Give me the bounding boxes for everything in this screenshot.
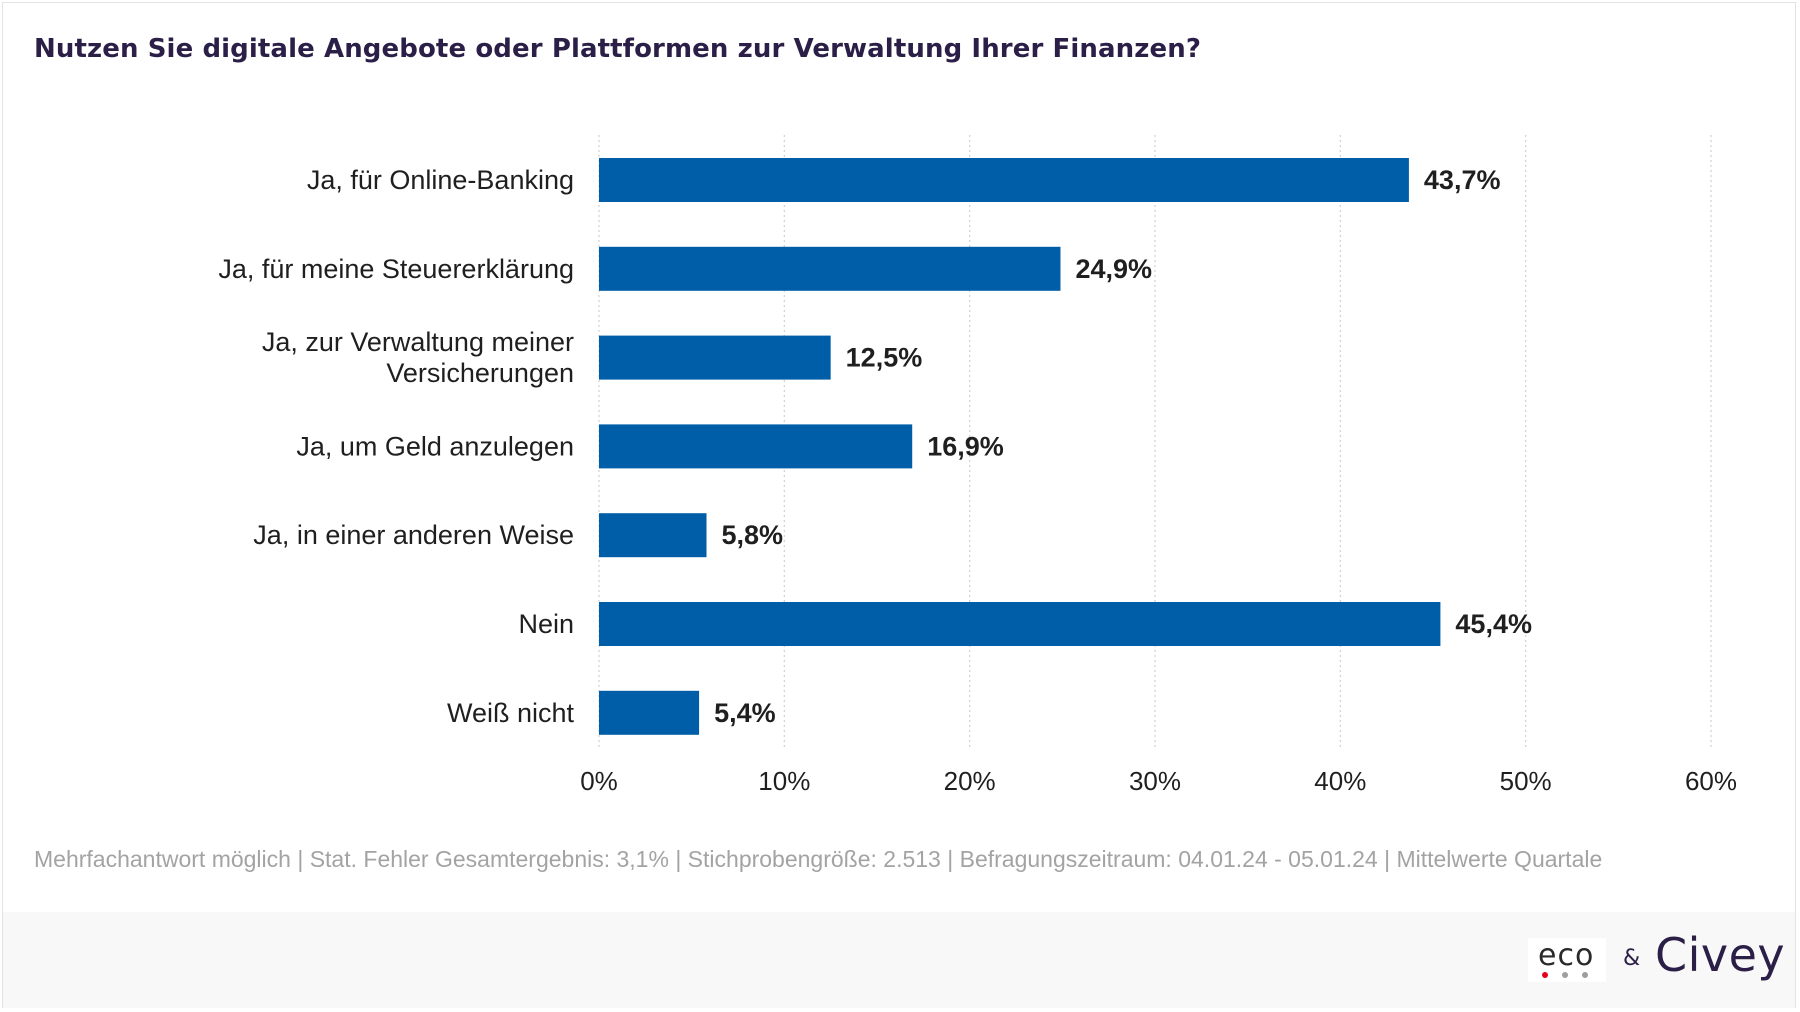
x-tick-label: 50% [1500, 766, 1552, 796]
x-tick-label: 60% [1685, 766, 1737, 796]
civey-logo: Civey [1655, 928, 1786, 982]
category-label: Nein [518, 609, 574, 639]
category-label: Ja, für meine Steuererklärung [218, 254, 574, 284]
bar [599, 246, 1061, 291]
bar [599, 335, 831, 380]
x-tick-label: 20% [944, 766, 996, 796]
x-tick-label: 0% [580, 766, 618, 796]
value-label: 24,9% [1075, 254, 1152, 284]
eco-logo-text: eco [1538, 938, 1595, 973]
bar [599, 690, 700, 735]
eco-logo-dot-grey [1562, 972, 1568, 978]
x-tick-label: 10% [758, 766, 810, 796]
category-label: Ja, in einer anderen Weise [253, 520, 574, 550]
value-label: 5,4% [714, 698, 776, 728]
value-label: 16,9% [927, 431, 1004, 461]
bar [599, 158, 1409, 202]
chart-title: Nutzen Sie digitale Angebote oder Plattf… [34, 34, 1202, 64]
category-label: Ja, für Online-Banking [307, 165, 574, 195]
ampersand: & [1623, 946, 1641, 971]
category-label: Versicherungen [386, 358, 574, 388]
bar [599, 513, 707, 558]
value-label: 12,5% [846, 343, 923, 373]
value-label: 43,7% [1424, 165, 1501, 195]
category-label: Ja, um Geld anzulegen [296, 431, 574, 461]
x-tick-label: 40% [1314, 766, 1366, 796]
x-tick-label: 30% [1129, 766, 1181, 796]
eco-logo-dot-red [1542, 972, 1548, 978]
bar [599, 602, 1441, 646]
category-label: Weiß nicht [447, 698, 575, 728]
bar [599, 424, 913, 469]
bar-chart: 43,7% Ja, für Online-Banking 24,9% Ja, für … [218, 135, 1737, 796]
eco-logo: eco [1528, 938, 1606, 982]
value-label: 5,8% [721, 520, 783, 550]
footnote: Mehrfachantwort möglich | Stat. Fehler G… [34, 846, 1603, 872]
eco-logo-dot-grey-2 [1582, 972, 1588, 978]
value-label: 45,4% [1455, 609, 1532, 639]
category-label: Ja, zur Verwaltung meiner [262, 327, 574, 357]
footer-band [3, 912, 1795, 1008]
